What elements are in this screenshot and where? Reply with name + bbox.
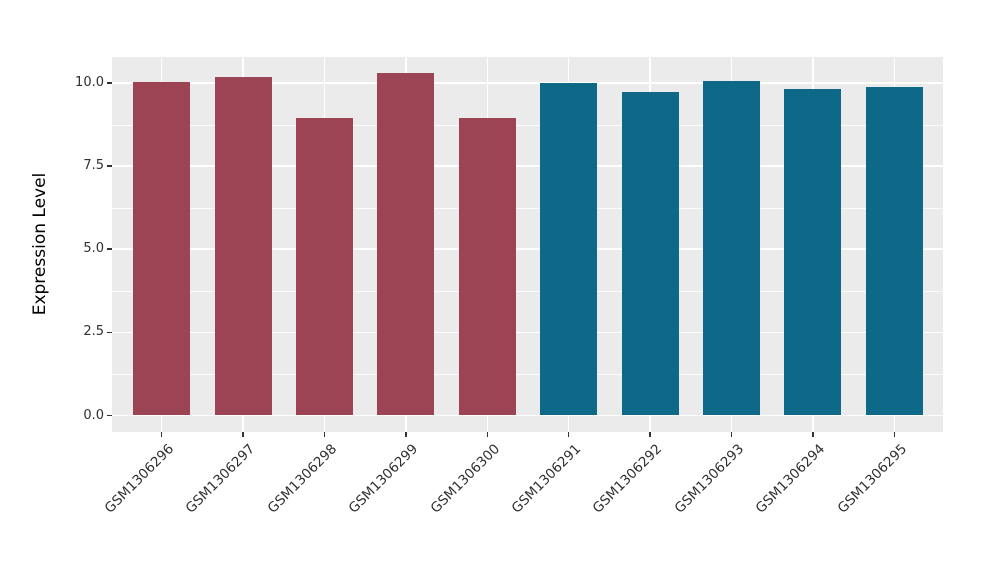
bar — [296, 118, 353, 416]
major-gridline — [112, 248, 943, 251]
major-gridline — [112, 165, 943, 167]
x-axis-tick — [812, 432, 814, 437]
x-tick-label: GSM1306297 — [182, 441, 259, 517]
bar — [703, 80, 760, 416]
x-axis-tick — [323, 432, 326, 437]
x-axis-tick — [893, 432, 896, 437]
x-axis-tick — [486, 432, 489, 437]
x-axis-tick — [160, 432, 163, 437]
x-axis-tick — [405, 432, 407, 437]
major-gridline — [112, 414, 943, 417]
x-axis-tick — [242, 432, 244, 437]
x-tick-label: GSM1306294 — [752, 441, 829, 517]
y-axis-tick — [106, 414, 112, 417]
major-gridline — [112, 331, 943, 334]
y-tick-label: 0.0 — [83, 407, 104, 423]
minor-gridline — [112, 124, 943, 126]
x-tick-label: GSM1306295 — [834, 441, 910, 517]
x-axis-tick — [649, 432, 651, 437]
minor-gridline — [112, 373, 943, 375]
y-tick-label: 7.5 — [83, 158, 104, 174]
bar — [133, 81, 191, 416]
y-axis-tick — [106, 165, 112, 167]
bar — [784, 89, 842, 416]
x-axis-tick — [730, 432, 733, 437]
y-tick-label: 10.0 — [75, 75, 104, 90]
bar — [865, 87, 923, 416]
x-tick-label: GSM1306291 — [508, 441, 585, 517]
x-tick-label: GSM1306296 — [101, 441, 178, 517]
y-tick-label: 5.0 — [83, 241, 104, 257]
y-axis-tick — [106, 248, 112, 251]
y-axis-tick — [106, 82, 112, 84]
bar — [540, 83, 598, 416]
x-tick-label: GSM1306300 — [427, 441, 503, 517]
bar — [458, 117, 516, 416]
bar — [621, 92, 679, 416]
x-tick-label: GSM1306299 — [345, 441, 422, 517]
x-tick-label: GSM1306292 — [589, 441, 666, 517]
y-axis-title: Expression Level — [30, 172, 50, 316]
y-axis-tick — [106, 331, 112, 334]
minor-gridline — [112, 207, 943, 209]
major-gridline — [112, 82, 943, 84]
y-tick-label: 2.5 — [83, 324, 104, 340]
bar — [214, 76, 272, 416]
bar — [377, 73, 435, 416]
x-axis-tick — [567, 432, 570, 437]
x-tick-label: GSM1306298 — [264, 441, 340, 517]
x-tick-label: GSM1306293 — [671, 441, 747, 517]
minor-gridline — [112, 290, 943, 292]
